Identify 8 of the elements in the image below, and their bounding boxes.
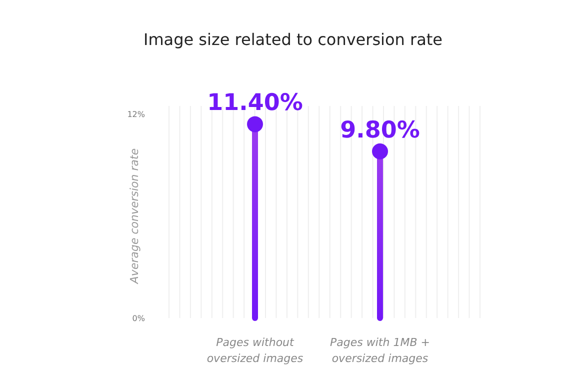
x-tick-label: Pages with 1MB + oversized images — [330, 336, 430, 365]
y-tick-label: 12% — [127, 110, 146, 119]
chart-title: Image size related to conversion rate — [143, 30, 443, 49]
data-label: 11.40% — [207, 90, 303, 116]
x-tick-label: Pages without oversized images — [206, 336, 304, 365]
data-label: 9.80% — [340, 117, 420, 144]
y-tick-label: 0% — [132, 314, 146, 323]
y-axis-title: Average conversion rate — [128, 148, 141, 285]
